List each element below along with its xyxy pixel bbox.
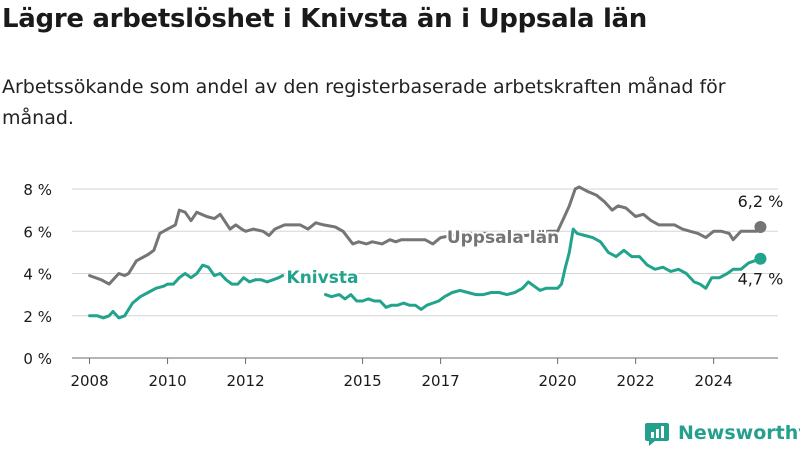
series-line-knivsta: [88, 263, 285, 320]
series-line-knivsta: [324, 227, 762, 311]
end-point-uppsala-l-n: [754, 221, 767, 234]
series-label-uppsala-lan: Uppsala län: [447, 228, 559, 248]
x-axis: 2008 2010 2012 2015 2017 2020 2022 2024: [70, 358, 733, 390]
x-tick-label: 2020: [539, 372, 577, 390]
chart-subtitle: Arbetssökande som andel av den registerb…: [2, 76, 726, 129]
grid-lines: [72, 188, 778, 359]
y-tick-label: 2 %: [23, 308, 52, 326]
y-axis-ticks: 0 % 2 % 4 % 6 % 8 %: [23, 181, 52, 368]
x-tick-label: 2012: [226, 372, 264, 390]
x-tick-label: 2015: [343, 372, 381, 390]
chart-title: Lägre arbetslöshet i Knivsta än i Uppsal…: [2, 4, 648, 34]
x-tick-label: 2022: [617, 372, 655, 390]
brand-logo[interactable]: Newsworthy: [644, 420, 800, 446]
end-value-label-uppsala-lan: 6,2 %: [738, 192, 784, 211]
y-tick-label: 6 %: [23, 223, 52, 241]
x-tick-label: 2017: [422, 372, 460, 390]
x-tick-label: 2008: [70, 372, 108, 390]
y-tick-label: 0 %: [23, 350, 52, 368]
brand-name: Newsworthy: [678, 422, 800, 444]
series-label-knivsta: Knivsta: [287, 268, 359, 288]
y-tick-label: 4 %: [23, 266, 52, 284]
end-point-knivsta: [754, 252, 767, 265]
newsworthy-logo-icon: [645, 423, 669, 446]
series-labels: 6,2 % 4,7 % Uppsala län Knivsta: [285, 192, 784, 290]
x-tick-label: 2010: [148, 372, 186, 390]
series-line-uppsala-l-n: [88, 185, 762, 286]
x-tick-label: 2024: [695, 372, 733, 390]
series-lines: [88, 185, 767, 320]
y-tick-label: 8 %: [23, 181, 52, 199]
end-value-label-knivsta: 4,7 %: [738, 270, 784, 289]
